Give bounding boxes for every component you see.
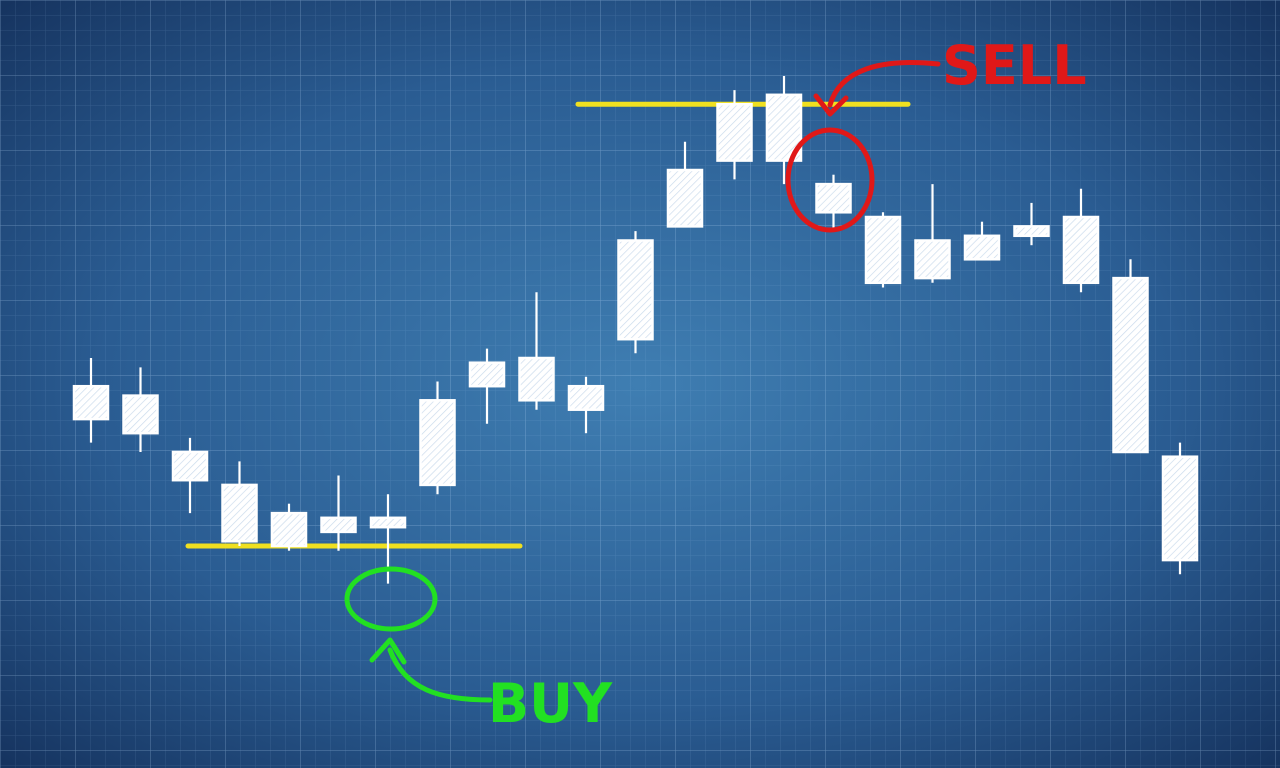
- candle-body: [716, 102, 753, 162]
- candle-body: [914, 239, 951, 280]
- candle: [567, 376, 605, 434]
- buy-arrow: [387, 647, 493, 703]
- candle-body: [1013, 225, 1050, 238]
- buy-arrowhead: [369, 637, 407, 665]
- buy-label: BUY: [488, 672, 613, 735]
- candle-body: [72, 384, 110, 421]
- candle-body: [270, 511, 308, 548]
- candles: [72, 76, 1199, 584]
- buy-circle: [344, 566, 438, 632]
- candle: [419, 381, 456, 495]
- sell-annotation: SELL: [785, 34, 1087, 233]
- candle: [468, 348, 506, 424]
- candle-body: [419, 399, 456, 487]
- candle-body: [518, 356, 555, 402]
- candle-body: [864, 215, 902, 285]
- candle-body: [815, 182, 852, 214]
- candle-body: [320, 516, 357, 534]
- sell-arrowhead: [813, 93, 849, 117]
- candle: [1062, 188, 1100, 293]
- sell-arrow: [827, 60, 941, 108]
- candle-body: [666, 168, 704, 228]
- candle: [221, 461, 258, 546]
- candle: [963, 221, 1001, 261]
- candle: [1013, 202, 1050, 246]
- candle-body: [963, 234, 1001, 261]
- candle: [270, 503, 308, 551]
- candle-body: [171, 450, 209, 482]
- candle-body: [1161, 455, 1199, 562]
- candle: [122, 367, 159, 452]
- candle: [716, 90, 753, 180]
- candle: [815, 174, 852, 232]
- candle-body: [1062, 215, 1100, 285]
- candle: [1112, 259, 1149, 454]
- candle-body: [369, 516, 407, 529]
- buy-annotation: BUY: [344, 566, 613, 735]
- candle-body: [567, 384, 605, 411]
- candle: [1161, 442, 1199, 575]
- candle-body: [122, 394, 159, 435]
- sell-circle: [785, 127, 875, 233]
- candle-body: [617, 239, 654, 341]
- candle: [518, 292, 555, 410]
- sell-label: SELL: [942, 34, 1087, 97]
- candle: [864, 212, 902, 288]
- candle-body: [468, 361, 506, 388]
- candle: [666, 141, 704, 228]
- candle: [320, 475, 357, 551]
- candle: [914, 184, 951, 283]
- candle: [72, 358, 110, 443]
- candle: [171, 437, 209, 514]
- candle: [617, 231, 654, 354]
- candle-body: [1112, 276, 1149, 454]
- candle-body: [221, 483, 258, 543]
